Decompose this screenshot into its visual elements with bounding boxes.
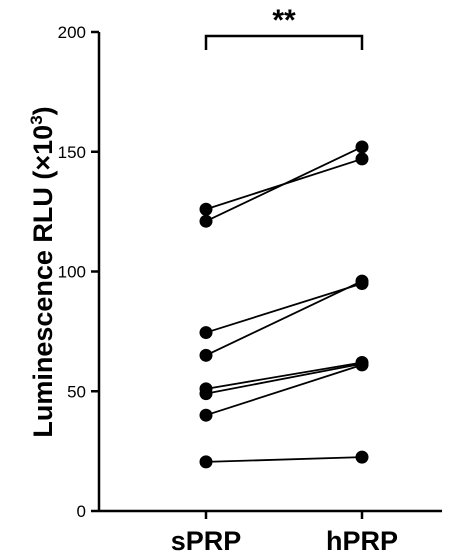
significance-annotation: ** <box>204 4 364 50</box>
data-point-sPRP <box>199 408 213 422</box>
data-point-sPRP <box>199 387 213 401</box>
y-tick-label: 0 <box>77 502 86 521</box>
data-point-hPRP <box>355 358 369 372</box>
data-point-hPRP <box>355 450 369 464</box>
y-tick-label: 100 <box>58 263 86 282</box>
pair-line <box>205 280 363 357</box>
pair-line <box>205 282 363 334</box>
data-point-hPRP <box>355 152 369 166</box>
paired-series <box>199 140 369 469</box>
data-point-sPRP <box>199 214 213 228</box>
data-point-sPRP <box>199 455 213 469</box>
y-tick-label: 150 <box>58 143 86 162</box>
y-axis-title-main: Luminescence RLU (×10 <box>28 125 58 438</box>
y-tick-label: 50 <box>67 382 86 401</box>
y-tick-label: 200 <box>58 23 86 42</box>
y-axis: 0 50 100 150 200 <box>58 23 101 521</box>
significance-label: ** <box>272 4 296 37</box>
significance-bracket <box>204 34 364 50</box>
data-point-hPRP <box>355 140 369 154</box>
data-point-sPRP <box>199 202 213 216</box>
x-tick-label: hPRP <box>326 526 398 556</box>
x-tick-label: sPRP <box>171 526 242 556</box>
data-point-sPRP <box>199 348 213 362</box>
pair-line <box>205 364 363 417</box>
pair-line <box>205 362 363 395</box>
pair-line <box>205 456 363 463</box>
y-axis-title-sup: 3 <box>27 115 46 124</box>
data-point-sPRP <box>199 326 213 340</box>
y-axis-title-end: ) <box>28 106 58 115</box>
data-point-hPRP <box>355 274 369 288</box>
pair-line <box>205 361 363 390</box>
y-axis-title: Luminescence RLU (×103) <box>27 106 58 437</box>
x-axis: sPRP hPRP <box>99 509 442 556</box>
pair-line <box>205 146 363 223</box>
